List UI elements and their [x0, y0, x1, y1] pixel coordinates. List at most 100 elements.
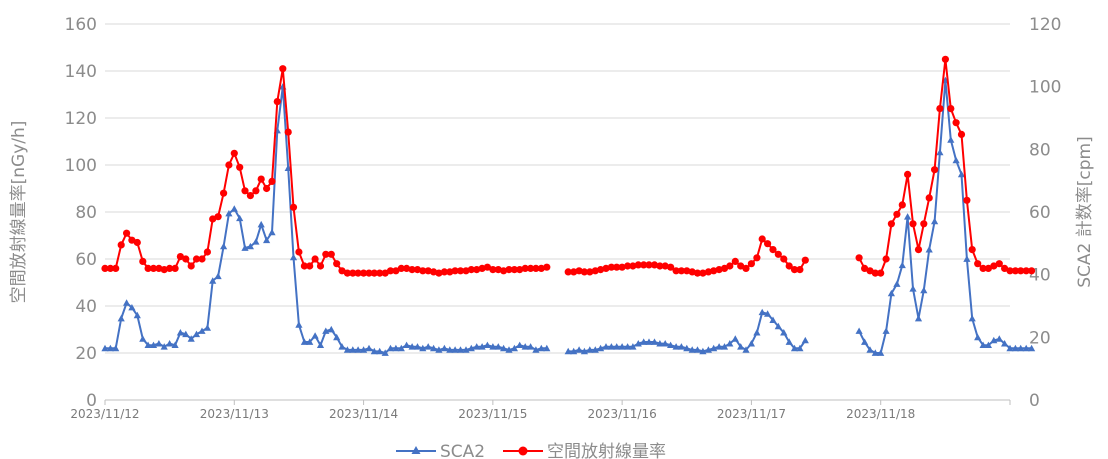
data-point — [483, 341, 491, 348]
data-point — [1017, 267, 1025, 275]
data-point — [268, 228, 276, 236]
data-point — [661, 340, 669, 347]
data-point — [500, 344, 508, 352]
left-y-tick-label: 20 — [75, 344, 97, 364]
data-point — [171, 341, 179, 348]
data-point — [952, 156, 960, 164]
data-point — [327, 250, 335, 258]
data-point — [311, 332, 319, 339]
data-point — [758, 308, 766, 316]
data-point — [580, 347, 588, 355]
data-point — [236, 163, 244, 171]
data-point — [715, 343, 723, 350]
data-point — [521, 264, 529, 272]
left-y-axis-title: 空間放射線量率[nGy/h] — [9, 121, 29, 304]
data-point — [430, 344, 438, 352]
data-point — [408, 266, 416, 274]
data-point — [785, 262, 793, 270]
series-1 — [101, 55, 1036, 277]
data-point — [139, 257, 147, 265]
data-point — [640, 338, 648, 345]
data-point — [764, 310, 772, 317]
data-point — [861, 264, 869, 272]
data-point — [904, 213, 912, 220]
data-point — [537, 344, 545, 352]
right-y-tick-label: 120 — [1029, 15, 1061, 35]
data-point — [575, 346, 583, 353]
data-point — [887, 289, 895, 297]
data-point — [952, 119, 960, 127]
data-point — [101, 344, 109, 352]
data-point — [112, 264, 120, 272]
data-point — [403, 264, 411, 272]
data-point — [774, 322, 782, 330]
data-point — [645, 261, 653, 269]
data-point — [710, 267, 718, 275]
left-y-tick-label: 40 — [75, 297, 97, 317]
data-point — [182, 330, 190, 338]
data-point — [413, 343, 422, 350]
data-point — [133, 311, 141, 319]
data-point — [516, 266, 524, 274]
data-point — [570, 347, 578, 355]
data-point — [801, 256, 809, 264]
data-point — [386, 344, 395, 352]
data-point — [424, 343, 432, 350]
data-point — [715, 266, 723, 274]
series-0 — [101, 76, 1036, 356]
data-point — [667, 341, 675, 348]
x-tick-label: 2023/11/14 — [329, 407, 398, 421]
data-point — [327, 325, 335, 333]
data-point — [656, 262, 664, 270]
data-point — [128, 304, 136, 311]
data-point — [252, 238, 260, 245]
data-point — [149, 264, 158, 272]
data-point — [306, 262, 314, 270]
right-y-tick-label: 80 — [1029, 140, 1051, 160]
data-point — [155, 340, 163, 347]
data-point — [306, 338, 314, 345]
data-point — [192, 255, 201, 263]
data-point — [963, 255, 971, 262]
data-point — [580, 268, 589, 276]
data-point — [316, 262, 325, 270]
data-point — [467, 344, 475, 352]
data-point — [117, 314, 125, 322]
data-point — [629, 262, 637, 270]
data-point — [1022, 267, 1030, 275]
data-point — [295, 321, 303, 328]
data-point — [192, 330, 201, 338]
data-point — [139, 335, 147, 342]
data-point — [397, 344, 405, 352]
data-point — [677, 267, 686, 275]
data-point — [936, 105, 944, 113]
data-point — [990, 262, 998, 270]
data-point — [990, 336, 998, 344]
data-point — [887, 220, 896, 228]
data-point — [257, 175, 265, 183]
data-point — [957, 170, 966, 178]
data-point — [424, 267, 432, 275]
data-point — [570, 268, 578, 276]
data-point — [527, 264, 535, 272]
data-point — [343, 346, 351, 353]
x-tick-label: 2023/11/13 — [200, 407, 269, 421]
data-point — [720, 343, 729, 350]
x-tick-label: 2023/11/16 — [588, 407, 657, 421]
data-point — [774, 250, 782, 258]
data-point — [683, 344, 691, 352]
data-point — [645, 338, 653, 345]
data-point — [618, 343, 626, 350]
data-point — [322, 250, 330, 258]
data-point — [354, 346, 362, 353]
data-point — [451, 267, 459, 275]
data-point — [624, 343, 632, 350]
left-y-tick-label: 80 — [75, 203, 97, 223]
data-point — [230, 205, 238, 212]
data-point — [909, 220, 917, 228]
data-point — [1022, 344, 1030, 352]
data-point — [376, 269, 384, 277]
data-point — [602, 264, 610, 272]
data-point — [289, 253, 298, 261]
